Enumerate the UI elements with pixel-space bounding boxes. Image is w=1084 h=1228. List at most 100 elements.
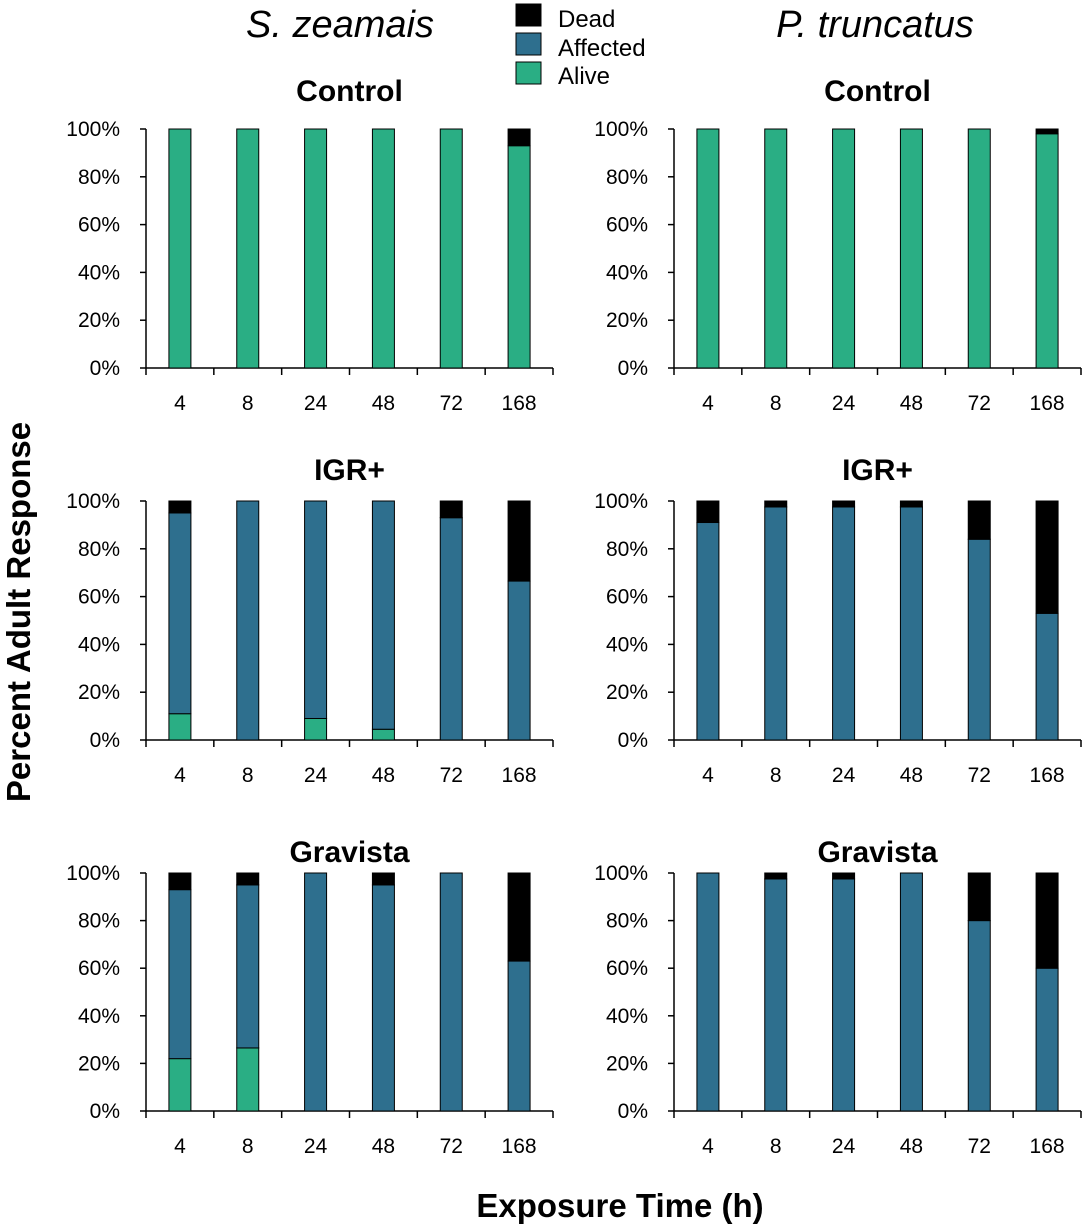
x-tick-label: 24 [832, 392, 856, 415]
legend-swatch-dead [515, 3, 542, 27]
bar-segment-affected [304, 500, 328, 719]
y-tick-label: 100% [594, 490, 648, 513]
bar-segment-dead [967, 872, 991, 922]
x-tick-label: 8 [242, 764, 254, 787]
bar-segment-affected [696, 872, 720, 1112]
bar-segment-dead [507, 500, 531, 582]
bar-segment-dead [1035, 128, 1059, 135]
chart-panel: IGR+0%20%40%60%80%100%4 8 24 48 72 168 [594, 454, 1082, 787]
bar-segment-affected [899, 872, 923, 1112]
column-title-left: S. zeamais [246, 4, 434, 46]
x-tick-label: 72 [440, 392, 463, 415]
x-axis-title: Exposure Time (h) [476, 1187, 763, 1224]
y-tick-label: 80% [78, 910, 120, 933]
x-tick-label: 48 [372, 1135, 395, 1158]
bar-segment-dead [1035, 500, 1059, 614]
bar-segment-dead [371, 872, 395, 886]
y-tick-label: 40% [78, 1005, 120, 1028]
bar-segment-affected [439, 872, 463, 1112]
bar-segment-affected [439, 517, 463, 741]
y-tick-label: 60% [78, 957, 120, 980]
y-tick-label: 100% [594, 862, 648, 885]
legend-label-affected: Affected [558, 35, 646, 62]
y-tick-label: 40% [606, 1005, 648, 1028]
bar-segment-alive [1035, 133, 1059, 369]
x-tick-label: 4 [702, 764, 714, 787]
bar-segment-dead [764, 500, 788, 508]
legend-label-dead: Dead [558, 6, 615, 33]
x-tick-label: 24 [304, 764, 328, 787]
y-tick-label: 20% [606, 309, 648, 332]
x-tick-label: 168 [502, 392, 537, 415]
bar-segment-affected [764, 506, 788, 741]
y-tick-label: 0% [618, 357, 648, 380]
panel-title: Gravista [289, 836, 409, 869]
x-tick-label: 4 [174, 764, 186, 787]
y-tick-label: 100% [594, 118, 648, 141]
x-tick-label: 8 [242, 1135, 254, 1158]
y-tick-label: 20% [606, 1052, 648, 1075]
bar-segment-affected [168, 889, 192, 1060]
bar-segment-dead [168, 872, 192, 891]
x-tick-label: 168 [502, 1135, 537, 1158]
bar-segment-dead [168, 500, 192, 514]
panel-title: Control [824, 75, 931, 108]
chart-panel: IGR+0%20%40%60%80%100%4 8 24 48 72 168 [66, 454, 554, 787]
bar-segment-alive [371, 128, 395, 369]
y-tick-label: 0% [90, 1100, 120, 1123]
y-tick-label: 20% [78, 681, 120, 704]
x-tick-label: 72 [440, 1135, 463, 1158]
y-tick-label: 40% [78, 261, 120, 284]
y-tick-label: 60% [606, 957, 648, 980]
y-tick-label: 40% [606, 633, 648, 656]
bar-segment-dead [507, 128, 531, 147]
y-tick-label: 60% [78, 586, 120, 609]
panel-title: IGR+ [842, 454, 913, 487]
bar-segment-dead [764, 872, 788, 880]
bar-segment-affected [899, 506, 923, 741]
bar-segment-affected [764, 878, 788, 1112]
y-tick-label: 0% [90, 357, 120, 380]
bar-segment-alive [899, 128, 923, 369]
bar-segment-alive [168, 1058, 192, 1112]
bar-segment-alive [304, 128, 328, 369]
bar-segment-affected [168, 512, 192, 715]
bar-segment-affected [1035, 967, 1059, 1112]
bar-segment-dead [1035, 872, 1059, 969]
bar-segment-dead [832, 500, 856, 508]
x-tick-label: 72 [968, 764, 991, 787]
y-tick-label: 0% [618, 729, 648, 752]
bar-segment-affected [967, 920, 991, 1112]
bar-segment-affected [967, 538, 991, 741]
bar-segment-alive [304, 717, 328, 741]
panel-title: Gravista [817, 836, 937, 869]
y-tick-label: 100% [66, 490, 120, 513]
y-tick-label: 80% [606, 538, 648, 561]
bar-segment-alive [967, 128, 991, 369]
x-tick-label: 4 [702, 1135, 714, 1158]
y-tick-label: 80% [78, 166, 120, 189]
x-tick-label: 4 [174, 1135, 186, 1158]
bar-segment-affected [832, 506, 856, 741]
x-tick-label: 48 [900, 764, 923, 787]
bar-segment-alive [371, 728, 395, 741]
y-tick-label: 80% [606, 166, 648, 189]
column-title-right: P. truncatus [776, 4, 974, 46]
bar-segment-affected [832, 878, 856, 1112]
x-tick-label: 24 [304, 1135, 328, 1158]
x-tick-label: 48 [372, 764, 395, 787]
x-tick-label: 168 [1030, 392, 1065, 415]
bar-segment-alive [507, 145, 531, 369]
x-tick-label: 48 [900, 1135, 923, 1158]
y-tick-label: 80% [606, 910, 648, 933]
x-tick-label: 8 [770, 392, 782, 415]
y-tick-label: 60% [78, 214, 120, 237]
legend: Dead Affected Alive [515, 3, 646, 90]
x-tick-label: 48 [372, 392, 395, 415]
legend-label-alive: Alive [558, 63, 610, 90]
bar-segment-alive [764, 128, 788, 369]
y-tick-label: 60% [606, 214, 648, 237]
x-tick-label: 24 [304, 392, 328, 415]
